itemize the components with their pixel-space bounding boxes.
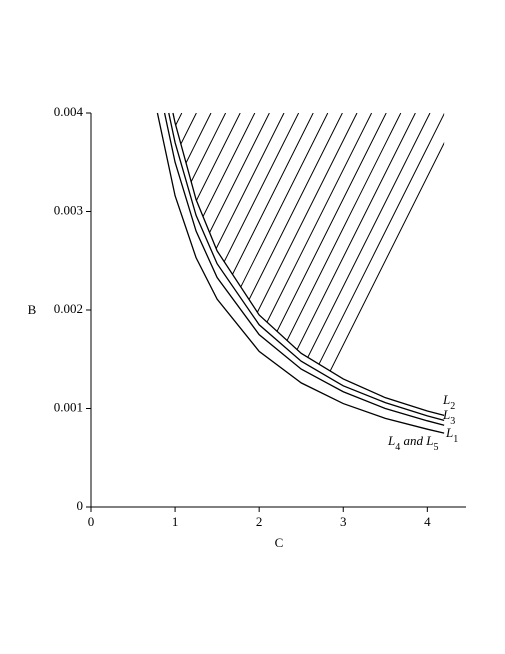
x-tick-label: 2 — [256, 514, 263, 529]
x-tick-label: 1 — [172, 514, 179, 529]
y-tick-label: 0.003 — [54, 202, 83, 217]
y-tick-label: 0.004 — [54, 104, 84, 119]
curve-label: L4 and L5 — [387, 433, 438, 453]
curve — [163, 112, 445, 426]
hatching — [172, 113, 445, 416]
x-tick-label: 0 — [88, 514, 95, 529]
curve — [168, 112, 445, 421]
curve — [172, 112, 445, 417]
curve — [156, 112, 445, 434]
y-axis-label: B — [28, 302, 37, 317]
x-axis-label: C — [275, 535, 284, 550]
curve-label: L3 — [442, 407, 455, 427]
y-tick-label: 0 — [77, 498, 84, 513]
x-tick-label: 4 — [424, 514, 431, 529]
y-tick-label: 0.002 — [54, 301, 83, 316]
x-tick-label: 3 — [340, 514, 347, 529]
curve-label: L2 — [442, 392, 455, 412]
curve-label: L1 — [445, 425, 458, 445]
y-tick-label: 0.001 — [54, 399, 83, 414]
